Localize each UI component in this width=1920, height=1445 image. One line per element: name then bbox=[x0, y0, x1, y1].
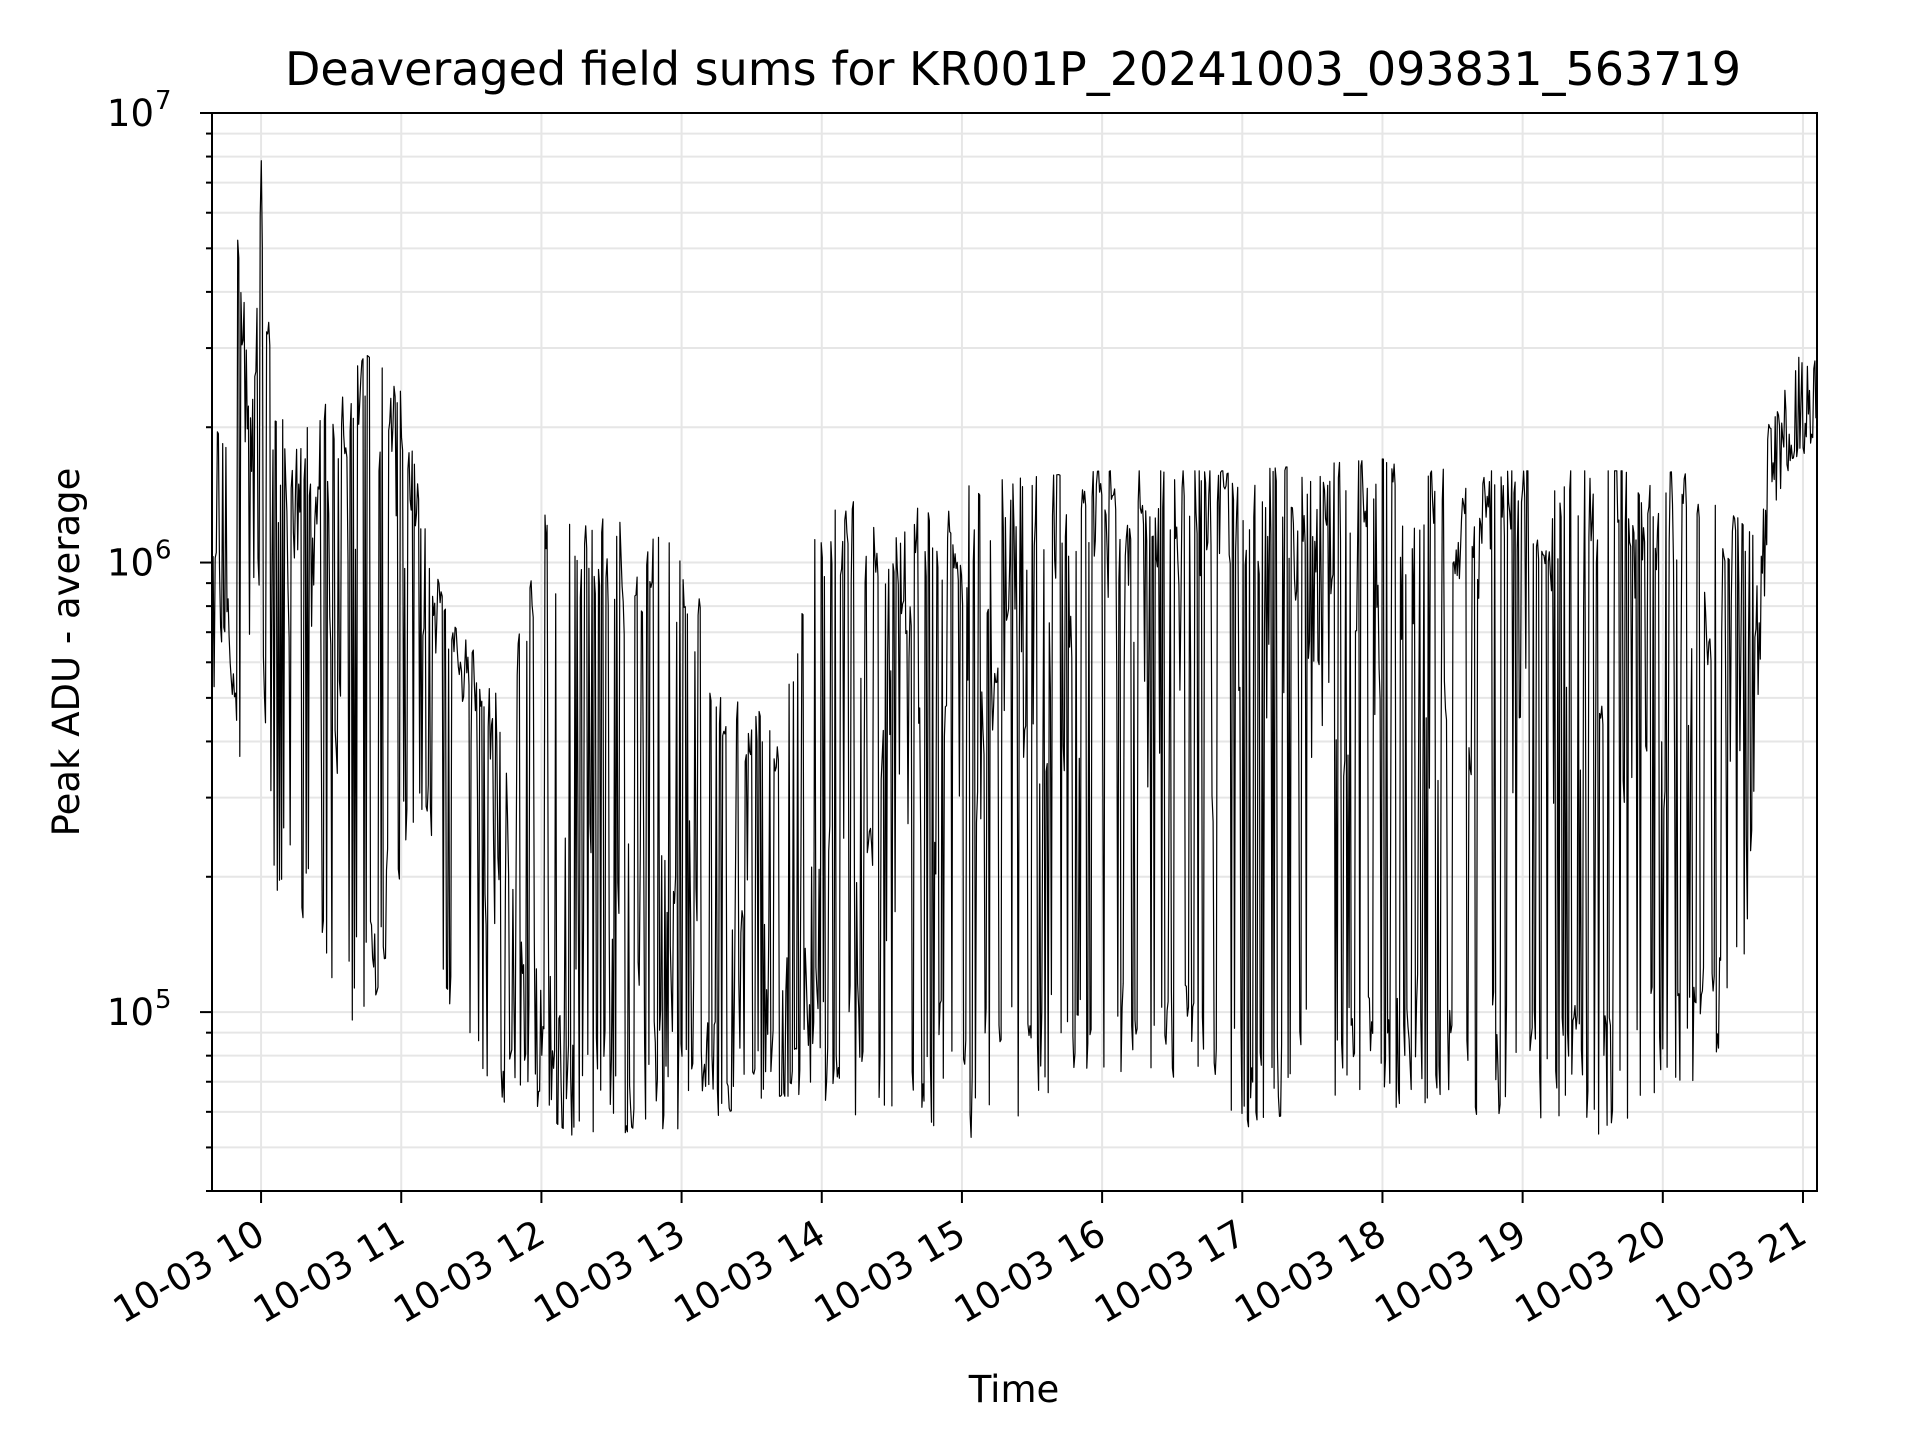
x-tick-label: 10-03 17 bbox=[1087, 1212, 1253, 1332]
x-tick-label: 10-03 12 bbox=[386, 1212, 552, 1332]
x-tick-label: 10-03 13 bbox=[527, 1212, 693, 1332]
y-tick-label: 10 5 bbox=[107, 985, 172, 1034]
x-tick-label: 10-03 15 bbox=[807, 1212, 973, 1332]
series-layer bbox=[211, 160, 1818, 1139]
y-axis-label: Peak ADU - average bbox=[45, 468, 88, 837]
y-tick-label-exponent: 6 bbox=[155, 536, 172, 566]
y-tick-label-exponent: 7 bbox=[155, 86, 172, 116]
x-tick-label: 10-03 16 bbox=[947, 1212, 1113, 1332]
y-tick-label-base: 10 bbox=[107, 92, 154, 135]
x-axis-label: Time bbox=[968, 1368, 1060, 1411]
plot-frame bbox=[211, 112, 1818, 1192]
x-tick-label: 10-03 19 bbox=[1368, 1212, 1534, 1332]
y-tick-label-exponent: 5 bbox=[155, 985, 172, 1015]
x-tick-label: 10-03 20 bbox=[1508, 1212, 1674, 1332]
x-tick-label: 10-03 10 bbox=[106, 1212, 272, 1332]
series-line bbox=[211, 160, 1818, 1139]
y-tick-label-base: 10 bbox=[107, 991, 154, 1034]
y-tick-label: 10 7 bbox=[107, 86, 172, 135]
y-tick-label: 10 6 bbox=[107, 536, 172, 585]
x-tick-label: 10-03 14 bbox=[667, 1212, 833, 1332]
x-tick-label: 10-03 18 bbox=[1227, 1212, 1393, 1332]
x-tick-label: 10-03 11 bbox=[246, 1212, 412, 1332]
y-tick-label-base: 10 bbox=[107, 542, 154, 585]
x-tick-label: 10-03 21 bbox=[1648, 1212, 1814, 1332]
chart-title: Deaveraged field sums for KR001P_2024100… bbox=[285, 42, 1741, 96]
